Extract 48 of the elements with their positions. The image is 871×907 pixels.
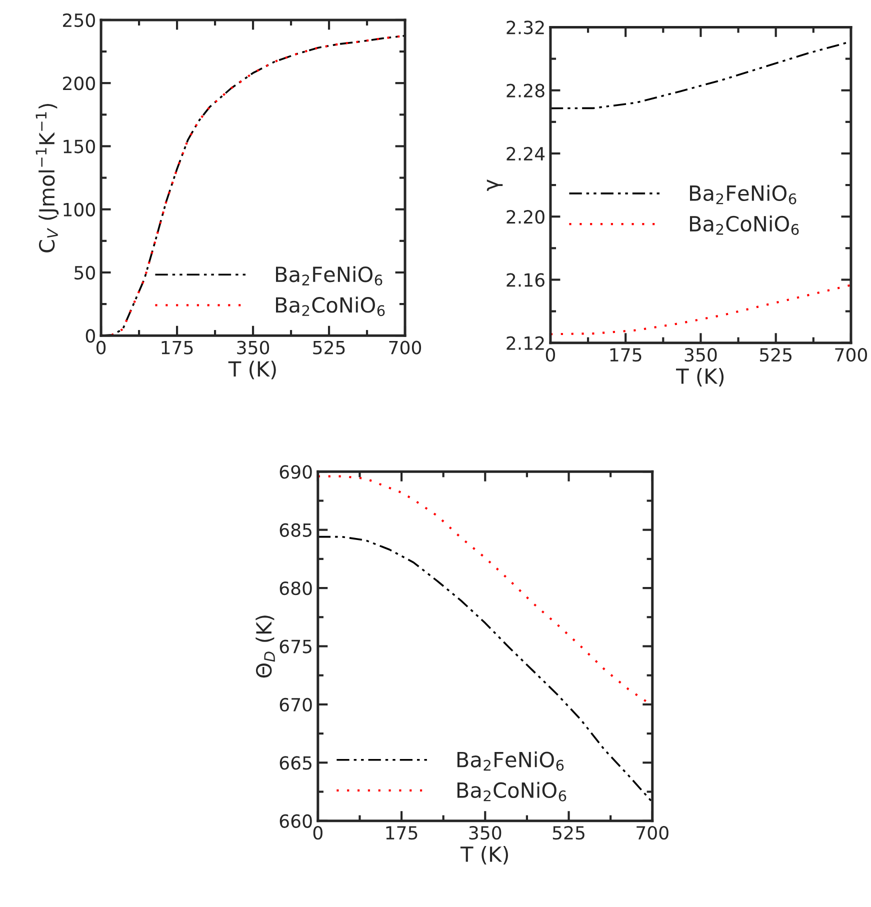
y-tick-label: 685 (280, 523, 312, 537)
y-tick-label: 2.12 (506, 336, 544, 350)
legend-label: Ba$_{2}$CoNiO$_{6}$ (690, 215, 799, 235)
x-tick-label: 525 (552, 826, 584, 840)
y-tick-label: 2.24 (506, 146, 545, 160)
legend-label: Ba$_{2}$FeNiO$_{6}$ (276, 266, 382, 286)
x-tick-label: 700 (389, 340, 422, 354)
legend-label: Ba$_{2}$CoNiO$_{6}$ (276, 296, 385, 316)
x-tick-label: 525 (313, 340, 345, 354)
y-tick-label: 660 (280, 814, 312, 828)
x-tick-label: 350 (684, 348, 717, 362)
x-tick-label: 0 (313, 826, 322, 840)
y-tick-label: 2.32 (506, 20, 544, 34)
legend-label: Ba$_{2}$FeNiO$_{6}$ (457, 751, 564, 771)
y-tick-label: 680 (280, 581, 312, 596)
y-tick-label: 2.16 (506, 273, 544, 287)
y-tick-label: 675 (280, 640, 312, 654)
x-axis-title: T (K) (460, 846, 508, 865)
y-axis-title: C$_{V}$ (Jmol$^{−1}$K$^{−1}$) (36, 104, 59, 252)
x-tick-label: 175 (610, 348, 642, 362)
x-tick-label: 350 (469, 826, 502, 840)
y-tick-label: 690 (280, 465, 312, 479)
y-tick-label: 150 (64, 140, 95, 154)
y-tick-label: 200 (63, 76, 95, 90)
y-axis-title: Θ$_{D}$ (K) (256, 616, 275, 678)
x-tick-label: 525 (760, 348, 792, 362)
x-tick-label: 175 (386, 826, 418, 840)
line-series (318, 536, 652, 804)
y-tick-label: 2.20 (506, 210, 544, 224)
x-tick-label: 0 (96, 340, 106, 354)
y-tick-label: 50 (74, 266, 95, 280)
y-tick-label: 0 (86, 329, 95, 343)
line-series (550, 284, 851, 336)
y-tick-label: 670 (280, 698, 312, 712)
x-tick-label: 700 (835, 348, 867, 362)
x-tick-label: 175 (162, 341, 193, 354)
x-tick-label: 350 (237, 340, 270, 354)
legend-label: Ba$_{2}$CoNiO$_{6}$ (457, 782, 566, 802)
y-axis-title: γ (486, 179, 503, 191)
y-tick-label: 100 (64, 202, 95, 216)
y-tick-label: 2.28 (506, 84, 544, 98)
x-tick-label: 0 (546, 348, 556, 362)
y-tick-label: 250 (63, 13, 95, 28)
x-tick-label: 700 (636, 826, 668, 840)
x-axis-title: T (K) (228, 360, 276, 380)
y-tick-label: 665 (280, 756, 312, 770)
legend-label: Ba$_{2}$FeNiO$_{6}$ (690, 184, 796, 204)
x-axis-title: T (K) (676, 368, 724, 387)
